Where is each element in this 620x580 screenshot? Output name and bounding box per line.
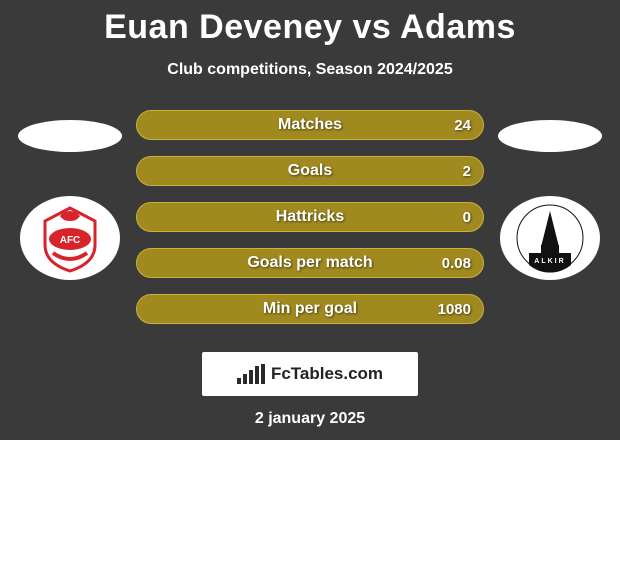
stat-value-right: 2 — [463, 163, 471, 180]
stat-bar: Goals2 — [136, 156, 484, 186]
svg-text:ALKIR: ALKIR — [534, 258, 565, 265]
left-player-silhouette — [18, 120, 122, 152]
date-text: 2 january 2025 — [0, 410, 620, 428]
brand-badge[interactable]: FcTables.com — [202, 352, 418, 396]
stat-label: Hattricks — [137, 208, 483, 226]
falkirk-crest: ALKIR — [500, 196, 600, 280]
comparison-widget: Euan Deveney vs Adams Club competitions,… — [0, 0, 620, 440]
svg-text:AFC: AFC — [60, 235, 81, 246]
stat-value-right: 0 — [463, 209, 471, 226]
stat-label: Matches — [137, 116, 483, 134]
airdrieonians-crest: AFC — [20, 196, 120, 280]
right-player-silhouette — [498, 120, 602, 152]
bar-chart-icon — [237, 364, 265, 384]
stat-value-right: 24 — [454, 117, 471, 134]
stat-value-right: 0.08 — [442, 255, 471, 272]
stat-bar: Hattricks0 — [136, 202, 484, 232]
stat-label: Min per goal — [137, 300, 483, 318]
stat-bars: Matches24 Goals2 Hattricks0 Goals per match… — [136, 110, 484, 324]
left-player-column: AFC — [10, 110, 130, 280]
subtitle: Club competitions, Season 2024/2025 — [0, 61, 620, 79]
stat-value-right: 1080 — [438, 301, 471, 318]
airdrieonians-crest-icon: AFC — [35, 203, 105, 273]
stat-label: Goals — [137, 162, 483, 180]
content-row: AFC Matches24 Goals2 Hattricks0 Goals per m… — [0, 110, 620, 324]
stat-bar: Min per goal1080 — [136, 294, 484, 324]
stat-label: Goals per match — [137, 254, 483, 272]
brand-text: FcTables.com — [271, 364, 383, 384]
page-title: Euan Deveney vs Adams — [0, 0, 620, 47]
falkirk-crest-icon: ALKIR — [515, 203, 585, 273]
right-player-column: ALKIR — [490, 110, 610, 280]
stat-bar: Goals per match0.08 — [136, 248, 484, 278]
stat-bar: Matches24 — [136, 110, 484, 140]
